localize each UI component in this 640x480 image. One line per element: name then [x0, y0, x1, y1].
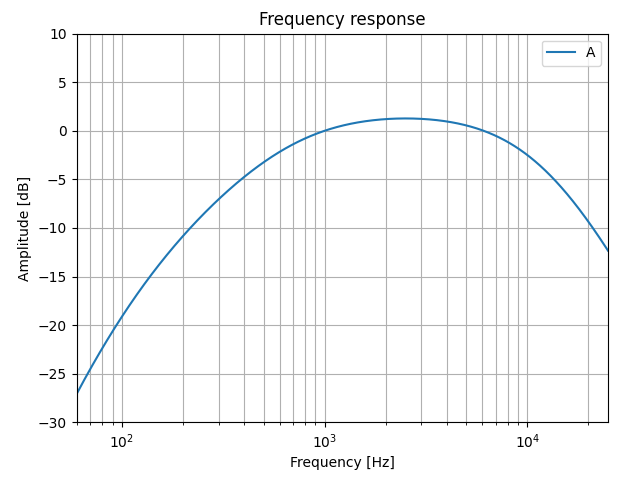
A	[589, 225, 596, 230]
Title: Frequency response: Frequency response	[259, 11, 426, 29]
A	[589, 225, 596, 231]
Line: A: A	[77, 119, 608, 394]
A	[604, 248, 612, 253]
Legend: A: A	[541, 40, 601, 66]
A	[100, 343, 108, 348]
A	[332, 125, 339, 131]
Y-axis label: Amplitude [dB]: Amplitude [dB]	[19, 175, 32, 281]
X-axis label: Frequency [Hz]: Frequency [Hz]	[290, 456, 395, 470]
A	[73, 391, 81, 396]
A	[402, 116, 410, 121]
A	[492, 133, 499, 139]
A	[317, 129, 325, 135]
